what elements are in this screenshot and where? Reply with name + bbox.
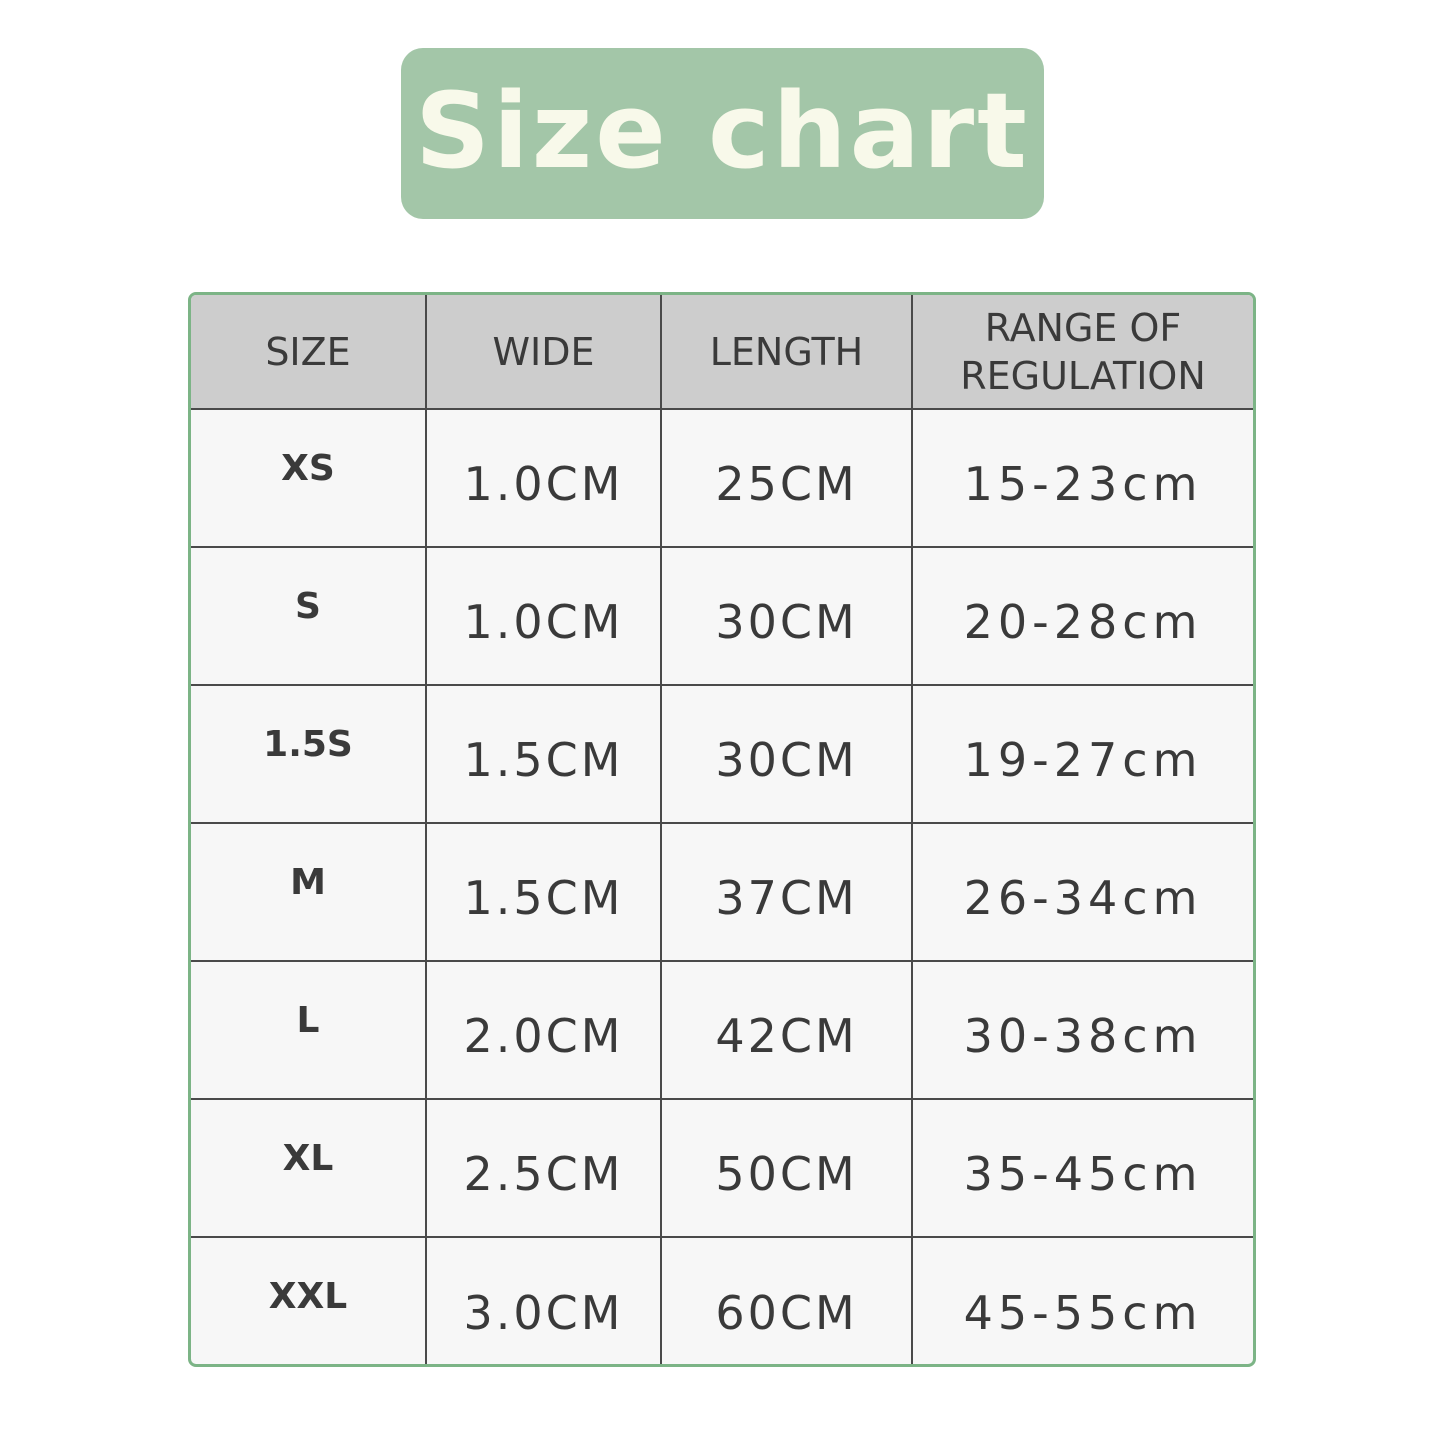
cell-range: 20-28cm	[911, 546, 1253, 686]
cell-range: 45-55cm	[911, 1236, 1253, 1364]
header-row: SIZE WIDE LENGTH RANGE OF REGULATION	[191, 295, 1253, 410]
table-row: XS 1.0CM 25CM 15-23cm	[191, 408, 1253, 548]
cell-wide: 1.5CM	[425, 822, 662, 962]
cell-size: 1.5S	[191, 684, 427, 824]
cell-length: 50CM	[660, 1098, 913, 1238]
cell-range: 15-23cm	[911, 408, 1253, 548]
table-row: XXL 3.0CM 60CM 45-55cm	[191, 1236, 1253, 1364]
header-size: SIZE	[191, 295, 427, 410]
cell-length: 30CM	[660, 684, 913, 824]
cell-size: S	[191, 546, 427, 686]
cell-wide: 3.0CM	[425, 1236, 662, 1364]
title-banner: Size chart	[401, 48, 1044, 219]
cell-length: 30CM	[660, 546, 913, 686]
cell-wide: 1.0CM	[425, 546, 662, 686]
cell-wide: 1.5CM	[425, 684, 662, 824]
cell-range: 19-27cm	[911, 684, 1253, 824]
header-length: LENGTH	[660, 295, 913, 410]
cell-length: 60CM	[660, 1236, 913, 1364]
cell-wide: 2.5CM	[425, 1098, 662, 1238]
cell-range: 26-34cm	[911, 822, 1253, 962]
cell-wide: 2.0CM	[425, 960, 662, 1100]
cell-size: XL	[191, 1098, 427, 1238]
cell-length: 25CM	[660, 408, 913, 548]
table-row: XL 2.5CM 50CM 35-45cm	[191, 1098, 1253, 1238]
table-row: L 2.0CM 42CM 30-38cm	[191, 960, 1253, 1100]
page-title: Size chart	[415, 69, 1030, 192]
cell-size: M	[191, 822, 427, 962]
header-wide: WIDE	[425, 295, 662, 410]
cell-range: 35-45cm	[911, 1098, 1253, 1238]
cell-size: XS	[191, 408, 427, 548]
cell-length: 37CM	[660, 822, 913, 962]
table-row: S 1.0CM 30CM 20-28cm	[191, 546, 1253, 686]
cell-length: 42CM	[660, 960, 913, 1100]
cell-wide: 1.0CM	[425, 408, 662, 548]
table-row: 1.5S 1.5CM 30CM 19-27cm	[191, 684, 1253, 824]
cell-size: L	[191, 960, 427, 1100]
table-row: M 1.5CM 37CM 26-34cm	[191, 822, 1253, 962]
header-range: RANGE OF REGULATION	[911, 295, 1253, 410]
cell-size: XXL	[191, 1236, 427, 1364]
cell-range: 30-38cm	[911, 960, 1253, 1100]
size-table: SIZE WIDE LENGTH RANGE OF REGULATION XS 1…	[188, 292, 1256, 1367]
